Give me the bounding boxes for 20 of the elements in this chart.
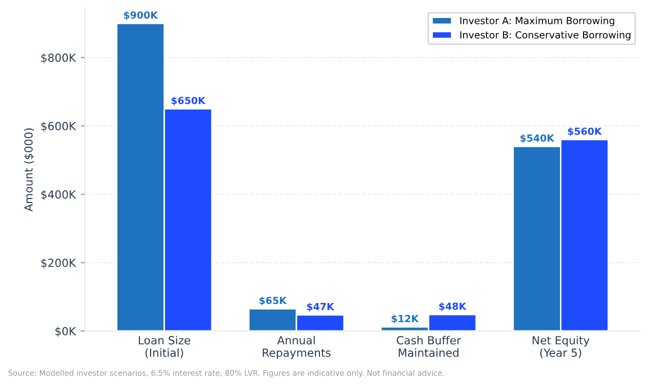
y-tick-label: $400K (41, 190, 76, 200)
data-label: $900K (124, 11, 158, 20)
y-tick-label: $0K (55, 326, 76, 337)
x-tick-label: Net Equity (Year 5) (532, 336, 590, 358)
y-tick-label: $200K (41, 258, 76, 268)
data-label: $12K (392, 314, 419, 324)
data-label: $65K (259, 296, 287, 306)
y-tick-label: $600K (41, 122, 76, 132)
y-axis-title: Amount ($000) (24, 128, 34, 212)
legend-label: Investor B: Conservative Borrowing (460, 31, 630, 40)
y-tick-label: $800K (41, 53, 76, 64)
data-label: $540K (520, 134, 555, 144)
data-label: $560K (568, 127, 602, 136)
data-label: $47K (307, 302, 334, 312)
data-label: $650K (172, 96, 206, 106)
x-tick-label: Loan Size (Initial) (138, 336, 190, 358)
x-tick-label: Cash Buffer Maintained (396, 336, 461, 357)
legend-label: Investor A: Maximum Borrowing (460, 16, 614, 26)
data-label: $48K (439, 302, 467, 312)
x-tick-label: Annual Repayments (262, 336, 331, 360)
